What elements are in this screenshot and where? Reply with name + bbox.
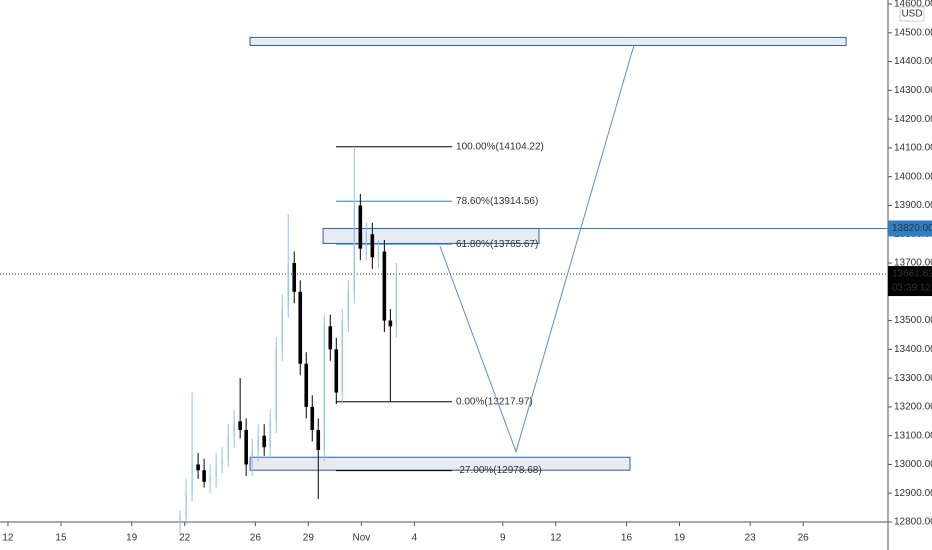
level-tag — [888, 220, 932, 237]
candle-body — [334, 349, 339, 393]
x-tick-label: 29 — [303, 533, 315, 544]
candle-body — [370, 234, 375, 258]
candle-body — [365, 234, 367, 249]
candle-body — [227, 435, 229, 459]
fib-label: 61.80%(13765.67) — [456, 239, 538, 250]
candle-body — [328, 326, 333, 350]
candle-body — [377, 251, 379, 258]
y-tick-label: 13300.00 — [894, 373, 932, 384]
candle-body — [341, 320, 343, 393]
x-tick-label: 19 — [674, 533, 686, 544]
x-tick-label: 15 — [55, 533, 67, 544]
y-tick-label: 13200.00 — [894, 402, 932, 413]
candle-body — [238, 421, 242, 430]
zone-box — [322, 227, 540, 244]
y-tick-label: 13100.00 — [894, 430, 932, 441]
currency-box[interactable] — [899, 6, 925, 22]
candle-body — [287, 263, 289, 307]
fib-label: 100.00%(14104.22) — [456, 141, 544, 152]
y-tick-label: 12800.00 — [894, 517, 932, 528]
candle-body — [209, 475, 211, 482]
candle-body — [304, 363, 309, 407]
y-tick-label: 13700.00 — [894, 258, 932, 269]
x-tick-label: 19 — [126, 533, 138, 544]
candle-body — [347, 291, 349, 321]
candle-body — [281, 306, 283, 350]
x-tick-label: 9 — [500, 533, 506, 544]
currency-label: USD — [901, 9, 922, 20]
fib-label: -27.00%(12978.68) — [456, 465, 542, 476]
candle-body — [185, 493, 187, 517]
x-tick-label: 12 — [2, 533, 14, 544]
x-tick-label: 12 — [550, 533, 562, 544]
candle-body — [395, 274, 397, 327]
x-tick-label: 22 — [179, 533, 191, 544]
y-tick-label: 12900.00 — [894, 488, 932, 499]
candle-body — [269, 421, 271, 448]
x-tick-label: 26 — [798, 533, 810, 544]
candle-body — [251, 450, 253, 465]
candle-body — [316, 429, 321, 451]
x-tick-label: 26 — [250, 533, 262, 544]
last-price-label: 13661.62 — [892, 269, 932, 280]
y-tick-label: 13500.00 — [894, 315, 932, 326]
fib-label: 0.00%(13217.97) — [456, 396, 533, 407]
candle-body — [191, 464, 193, 494]
candle-body — [298, 291, 303, 364]
y-tick-label: 14000.00 — [894, 171, 932, 182]
last-price-tag — [888, 266, 932, 297]
candle-body — [196, 464, 200, 471]
candle-body — [275, 349, 277, 422]
candle-body — [244, 429, 248, 465]
candle-body — [221, 458, 223, 465]
x-tick-label: 4 — [412, 533, 418, 544]
y-tick-label: 13000.00 — [894, 459, 932, 470]
candle-body — [215, 464, 217, 476]
candle-body — [382, 251, 387, 321]
y-tick-label: 14300.00 — [894, 85, 932, 96]
candle-body — [310, 406, 315, 430]
candle-body — [358, 205, 363, 249]
y-tick-label: 14200.00 — [894, 114, 932, 125]
candle-body — [292, 263, 297, 292]
y-tick-label: 14500.00 — [894, 27, 932, 38]
candle-body — [262, 435, 266, 448]
zone-box — [249, 456, 631, 471]
x-tick-label: 23 — [745, 533, 757, 544]
y-tick-label: 14100.00 — [894, 143, 932, 154]
countdown-label: 03:39:12 — [892, 283, 931, 294]
candle-body — [388, 320, 393, 327]
x-tick-label: Nov — [352, 533, 370, 544]
candle-body — [233, 421, 235, 436]
level-tag-label: 13820.00 — [892, 223, 932, 234]
candle-body — [202, 470, 206, 482]
y-tick-label: 13900.00 — [894, 200, 932, 211]
candle-body — [353, 205, 355, 292]
x-tick-label: 16 — [621, 533, 633, 544]
candle-body — [179, 516, 181, 528]
zone-box — [249, 36, 847, 46]
projection-path — [439, 44, 635, 454]
fib-label: 78.60%(13914.56) — [456, 196, 538, 207]
y-tick-label: 14600.00 — [894, 0, 932, 10]
y-tick-label: 13400.00 — [894, 344, 932, 355]
candle-body — [257, 435, 259, 451]
y-tick-label: 14400.00 — [894, 56, 932, 67]
candle-body — [323, 326, 325, 451]
